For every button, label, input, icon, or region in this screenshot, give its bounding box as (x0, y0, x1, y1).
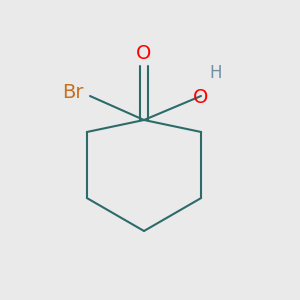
Text: Br: Br (62, 83, 84, 103)
Text: O: O (193, 88, 209, 107)
Text: O: O (136, 44, 152, 63)
Text: H: H (210, 64, 222, 82)
